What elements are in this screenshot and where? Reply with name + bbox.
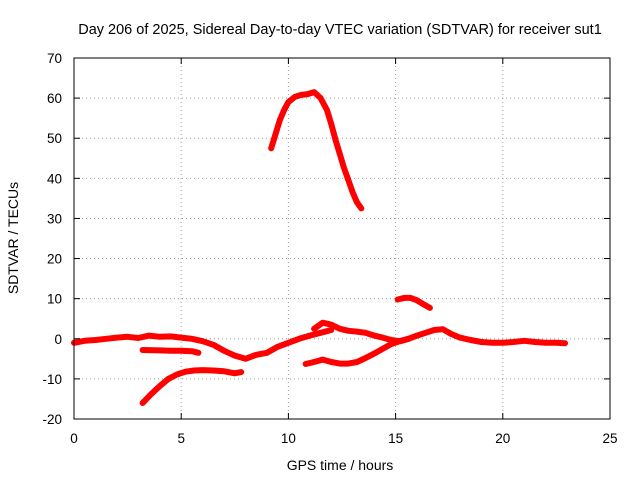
y-tick-label: 60 xyxy=(47,91,62,106)
series-arc-2 xyxy=(139,347,202,356)
series-arc-3 xyxy=(139,367,245,406)
series-arc-5 xyxy=(302,335,412,367)
y-tick-label: 10 xyxy=(47,292,62,307)
x-axis-label: GPS time / hours xyxy=(287,457,394,473)
series-arc-1 xyxy=(71,327,335,362)
y-tick-label: 70 xyxy=(47,51,62,66)
x-tick-label: 5 xyxy=(177,431,185,446)
y-tick-label: 50 xyxy=(47,131,62,146)
x-tick-label: 0 xyxy=(70,431,78,446)
series-arc-6 xyxy=(311,319,568,347)
x-tick-label: 15 xyxy=(388,431,403,446)
y-tick-label: 20 xyxy=(47,252,62,267)
x-tick-label: 20 xyxy=(495,431,510,446)
y-tick-label: -10 xyxy=(42,372,62,387)
chart-title: Day 206 of 2025, Sidereal Day-to-day VTE… xyxy=(78,22,602,38)
y-tick-label: 40 xyxy=(47,171,62,186)
x-tick-label: 10 xyxy=(281,431,296,446)
x-tick-labels: 0 5 10 15 20 25 xyxy=(70,431,617,446)
y-tick-label: -20 xyxy=(42,412,62,427)
y-axis-label: SDTVAR / TECUs xyxy=(5,182,21,294)
y-tick-labels: -20 -10 0 10 20 30 40 50 60 70 xyxy=(42,51,62,427)
y-tick-label: 0 xyxy=(54,332,62,347)
series-arc-7 xyxy=(394,294,433,311)
x-tick-label: 25 xyxy=(602,431,617,446)
series-arc-4 xyxy=(268,89,365,212)
grid-layer xyxy=(74,58,610,419)
tick-layer xyxy=(73,57,611,420)
series-layer xyxy=(71,89,568,406)
plot-frame xyxy=(73,57,611,420)
y-tick-label: 30 xyxy=(47,211,62,226)
